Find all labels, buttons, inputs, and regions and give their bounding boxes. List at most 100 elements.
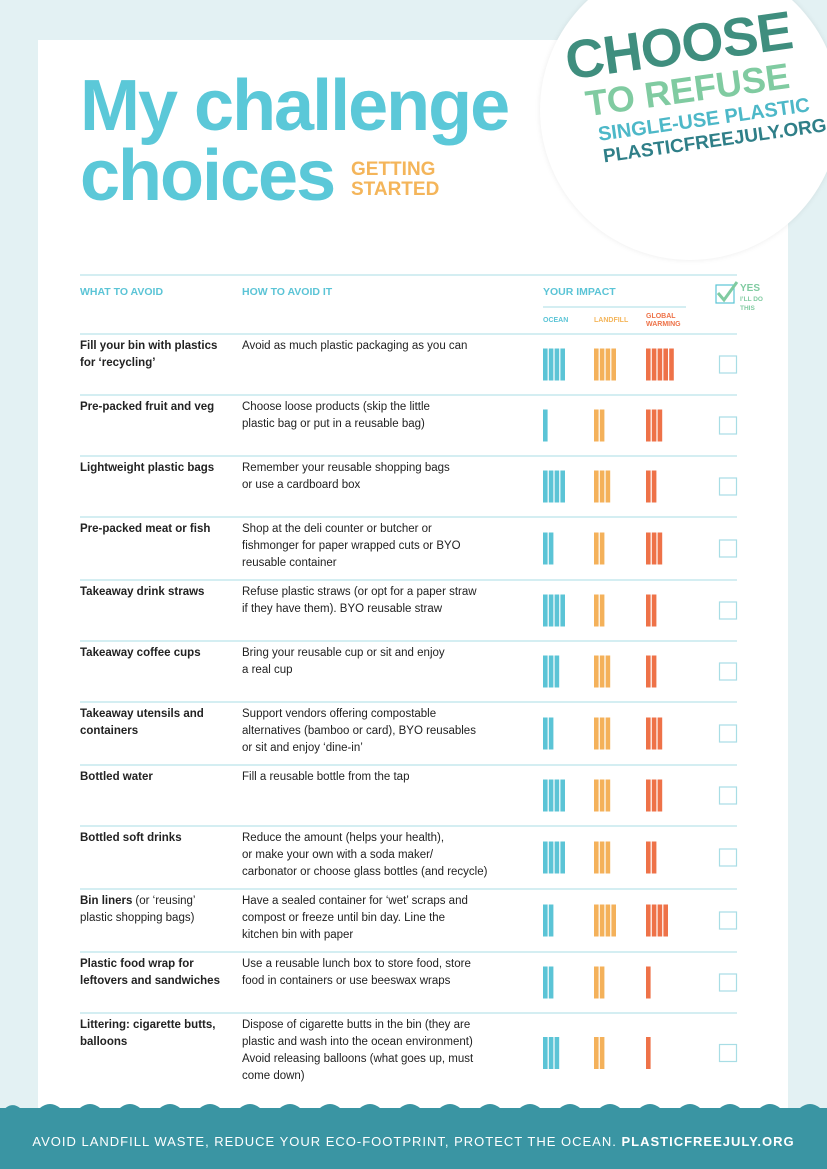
impact-bar: [554, 594, 560, 627]
what-line: Littering: cigarette butts,: [80, 1019, 216, 1031]
impact-bar: [646, 594, 651, 627]
impact-bar: [548, 655, 554, 688]
impact-bar: [560, 348, 565, 381]
what-note: plastic shopping bags): [80, 912, 195, 924]
impact-bar: [543, 470, 548, 503]
impact-bar: [599, 966, 605, 999]
impact-landfill: [594, 348, 616, 381]
how-to-avoid: Use a reusable lunch box to store food, …: [242, 958, 471, 970]
impact-bar: [594, 779, 599, 812]
impact-bar: [543, 655, 548, 688]
impact-bar: [657, 409, 663, 442]
impact-bar: [599, 532, 605, 565]
impact-bar: [594, 1037, 599, 1069]
impact-ocean: [543, 1037, 560, 1069]
impact-bar: [663, 904, 668, 937]
impact-bar: [663, 348, 668, 381]
what-line: balloons: [80, 1036, 128, 1048]
what-to-avoid: Takeaway coffee cups: [80, 645, 201, 662]
impact-bar: [599, 1037, 605, 1069]
how-to-avoid: plastic and wash into the ocean environm…: [242, 1036, 473, 1048]
what-line: containers: [80, 725, 139, 737]
impact-warming: [646, 841, 657, 874]
how-to-avoid: a real cup: [242, 664, 293, 676]
checkbox: [718, 601, 738, 620]
impact-bar: [599, 594, 605, 627]
impact-bar: [594, 470, 599, 503]
what-line: Takeaway utensils and: [80, 708, 204, 720]
impact-bar: [554, 655, 560, 688]
impact-bar: [599, 348, 605, 381]
impact-landfill: [594, 904, 616, 937]
impact-bar: [646, 655, 651, 688]
what-line: Pre-packed fruit and veg: [80, 401, 215, 413]
impact-bar: [594, 655, 599, 688]
impact-bar: [646, 966, 651, 999]
impact-bar: [669, 348, 674, 381]
impact-landfill: [594, 409, 605, 442]
impact-bar: [548, 841, 554, 874]
title: choices: [80, 136, 336, 216]
impact-bar: [605, 904, 611, 937]
impact-bar: [657, 717, 663, 750]
checkbox: [718, 786, 738, 805]
impact-bar: [560, 594, 565, 627]
impact-landfill: [594, 841, 611, 874]
column-header: HOW TO AVOID IT: [242, 286, 333, 298]
impact-bar: [646, 409, 651, 442]
checkbox: [718, 911, 738, 930]
impact-bar: [543, 348, 548, 381]
impact-bar: [560, 779, 565, 812]
impact-bar: [548, 470, 554, 503]
impact-bar: [657, 779, 663, 812]
how-to-avoid: reusable container: [242, 557, 337, 569]
footer-text: AVOID LANDFILL WASTE, REDUCE YOUR ECO-FO…: [0, 1134, 827, 1149]
impact-bar: [599, 904, 605, 937]
how-to-avoid: or sit and enjoy ‘dine-in’: [242, 742, 363, 754]
impact-warming: [646, 655, 657, 688]
impact-warming: [646, 904, 668, 937]
impact-bar: [651, 348, 657, 381]
what-note: (or ‘reusing’: [135, 895, 196, 907]
subtitle: STARTED: [351, 179, 440, 200]
impact-bar: [594, 594, 599, 627]
impact-header: LANDFILL: [594, 317, 629, 324]
checkbox: [718, 973, 738, 992]
impact-ocean: [543, 841, 565, 874]
impact-bar: [548, 717, 554, 750]
impact-bar: [651, 594, 657, 627]
impact-landfill: [594, 532, 605, 565]
impact-bar: [554, 470, 560, 503]
how-to-avoid: Avoid releasing balloons (what goes up, …: [242, 1053, 474, 1065]
impact-header: WARMING: [646, 321, 681, 328]
what-to-avoid: Takeaway drink straws: [80, 584, 204, 601]
impact-bar: [605, 348, 611, 381]
impact-bar: [560, 470, 565, 503]
impact-bar: [594, 348, 599, 381]
how-to-avoid: carbonator or choose glass bottles (and …: [242, 866, 488, 878]
how-to-avoid: Reduce the amount (helps your health),: [242, 832, 445, 844]
how-to-avoid: Avoid as much plastic packaging as you c…: [242, 340, 468, 352]
impact-ocean: [543, 966, 554, 999]
column-header: YOUR IMPACT: [543, 286, 616, 298]
impact-bar: [651, 841, 657, 874]
impact-bar: [646, 348, 651, 381]
impact-ocean: [543, 348, 565, 381]
impact-landfill: [594, 655, 611, 688]
impact-bar: [599, 717, 605, 750]
how-to-avoid: Shop at the deli counter or butcher or: [242, 523, 432, 535]
how-to-avoid: Refuse plastic straws (or opt for a pape…: [242, 586, 477, 598]
checkbox: [718, 416, 738, 435]
footer-link: PLASTICFREEJULY.ORG: [621, 1134, 795, 1149]
impact-header: GLOBAL: [646, 313, 676, 320]
impact-bar: [605, 717, 611, 750]
impact-bar: [646, 904, 651, 937]
impact-bar: [646, 470, 651, 503]
how-to-avoid: come down): [242, 1070, 305, 1082]
footer-message: AVOID LANDFILL WASTE, REDUCE YOUR ECO-FO…: [32, 1134, 617, 1149]
impact-bar: [594, 717, 599, 750]
how-to-avoid: Bring your reusable cup or sit and enjoy: [242, 647, 445, 659]
impact-bar: [657, 904, 663, 937]
impact-bar: [543, 966, 548, 999]
